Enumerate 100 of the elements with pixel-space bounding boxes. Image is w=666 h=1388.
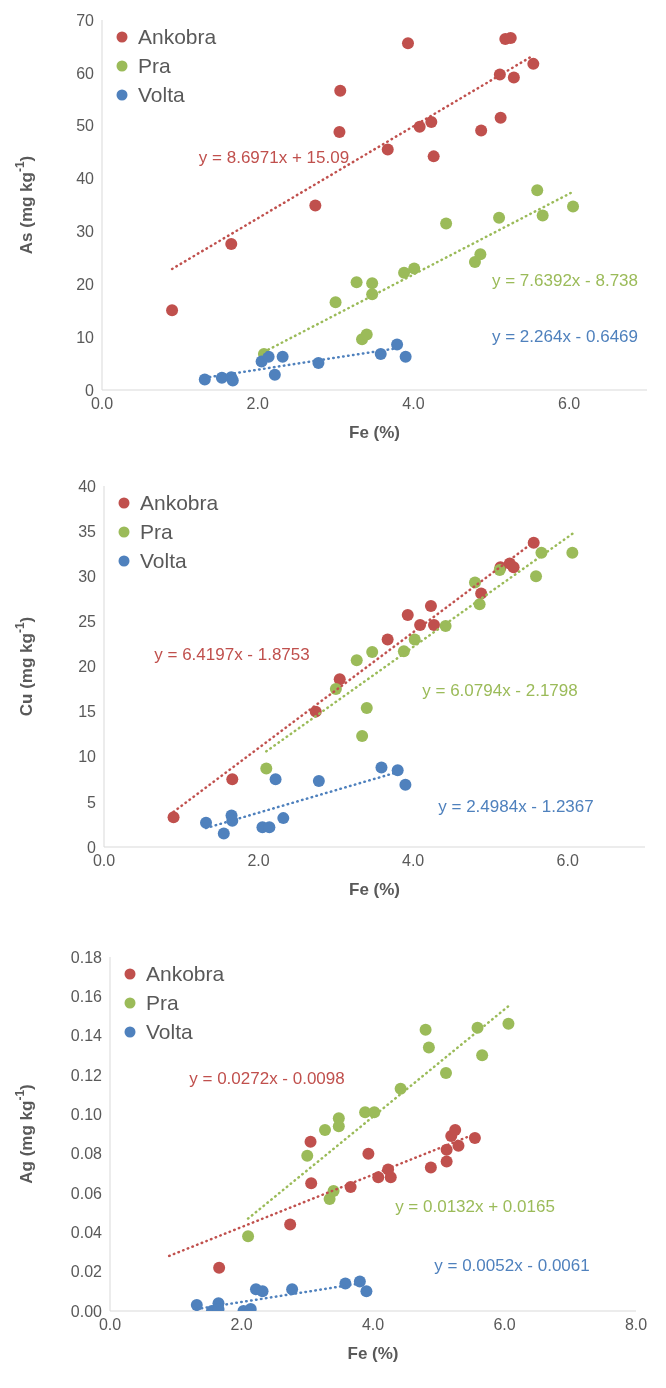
point	[356, 729, 369, 742]
y-tick-label: 20	[76, 275, 95, 293]
y-tick-label: 0.14	[70, 1027, 103, 1045]
point	[527, 57, 540, 70]
point	[398, 266, 411, 279]
annotation: y = 2.264x - 0.6469	[491, 327, 639, 347]
x-tick-label: 0.0	[92, 852, 116, 870]
x-tick-label: 8.0	[624, 1316, 648, 1334]
annotation: y = 6.0794x - 2.1798	[422, 681, 578, 701]
point	[428, 618, 441, 631]
point	[362, 1147, 375, 1160]
y-tick-label: 25	[78, 613, 97, 631]
point	[260, 762, 273, 775]
y-tick-label: 70	[76, 11, 95, 29]
point	[190, 1299, 203, 1311]
point	[319, 1124, 331, 1137]
point	[566, 546, 579, 559]
legend-label: Volta	[138, 82, 185, 108]
x-tick-label: 2.0	[246, 395, 269, 413]
point	[502, 1017, 515, 1030]
legend-label: Ankobra	[146, 961, 225, 987]
x-tick-label: 4.0	[402, 852, 425, 870]
point	[375, 761, 388, 774]
point	[408, 633, 421, 646]
point	[242, 1230, 255, 1243]
y-tick-label: 40	[78, 477, 97, 495]
y-tick-label: 20	[78, 658, 97, 676]
point	[476, 1049, 489, 1062]
y-tick-label: 10	[78, 748, 97, 766]
point	[425, 116, 438, 129]
point	[419, 1023, 432, 1036]
annotation: y = 0.0052x - 0.0061	[434, 1256, 590, 1276]
point	[440, 1155, 453, 1168]
point	[567, 200, 580, 213]
x-tick-label: 6.0	[556, 852, 579, 870]
point	[530, 570, 543, 583]
annotation: y = 8.6971x + 15.09	[198, 148, 350, 168]
annotation: y = 6.4197x - 1.8753	[154, 645, 310, 665]
annotation: y = 7.6392x - 8.738	[491, 271, 639, 291]
point	[494, 111, 507, 124]
point	[198, 373, 211, 386]
point	[440, 217, 453, 230]
point	[360, 1285, 373, 1298]
point	[333, 673, 346, 686]
point	[334, 84, 347, 97]
y-tick-label: 0.16	[70, 988, 103, 1006]
point	[399, 350, 412, 363]
y-tick-label: 5	[87, 793, 97, 811]
point	[350, 654, 363, 667]
point	[305, 1177, 318, 1190]
point	[304, 1135, 317, 1148]
legend-label: Pra	[138, 53, 171, 79]
point	[493, 211, 506, 224]
point	[401, 37, 414, 50]
x-axis-title: Fe (%)	[347, 1344, 399, 1363]
point	[408, 262, 421, 275]
y-tick-label: 30	[76, 223, 95, 241]
point	[309, 199, 322, 212]
point	[384, 1171, 397, 1184]
x-tick-label: 0.0	[98, 1316, 122, 1334]
point	[381, 633, 394, 646]
point	[350, 276, 363, 289]
point	[381, 143, 394, 156]
legend-label: Ankobra	[138, 24, 217, 50]
legend-label: Pra	[146, 990, 179, 1016]
point	[268, 368, 281, 381]
point	[277, 812, 290, 825]
point	[449, 1124, 462, 1137]
point	[366, 646, 379, 659]
annotation: y = 0.0132x + 0.0165	[395, 1197, 555, 1217]
point	[226, 773, 239, 786]
point	[424, 600, 437, 613]
legend-label: Ankobra	[140, 490, 219, 516]
point	[424, 1161, 437, 1174]
point	[217, 827, 230, 840]
y-tick-label: 35	[78, 522, 97, 540]
point	[475, 124, 488, 137]
point	[269, 773, 282, 786]
x-tick-label: 2.0	[230, 1316, 253, 1334]
x-tick-label: 4.0	[361, 1316, 385, 1334]
y-tick-label: 10	[76, 328, 95, 346]
y-tick-label: 15	[78, 703, 97, 721]
point	[394, 1082, 407, 1095]
y-tick-label: 40	[76, 170, 95, 188]
legend-label: Volta	[140, 548, 187, 574]
point	[213, 1261, 226, 1274]
point	[422, 1041, 435, 1054]
y-tick-label: 50	[76, 117, 95, 135]
point	[167, 811, 180, 824]
point	[468, 256, 481, 269]
y-tick-label: 0.18	[70, 948, 103, 966]
point	[360, 702, 373, 715]
y-tick-label: 0.08	[70, 1145, 103, 1163]
point	[256, 1285, 269, 1298]
point	[329, 296, 342, 309]
point	[399, 778, 412, 791]
point	[531, 184, 544, 197]
point	[312, 775, 325, 788]
point	[391, 764, 404, 777]
point	[262, 350, 275, 363]
